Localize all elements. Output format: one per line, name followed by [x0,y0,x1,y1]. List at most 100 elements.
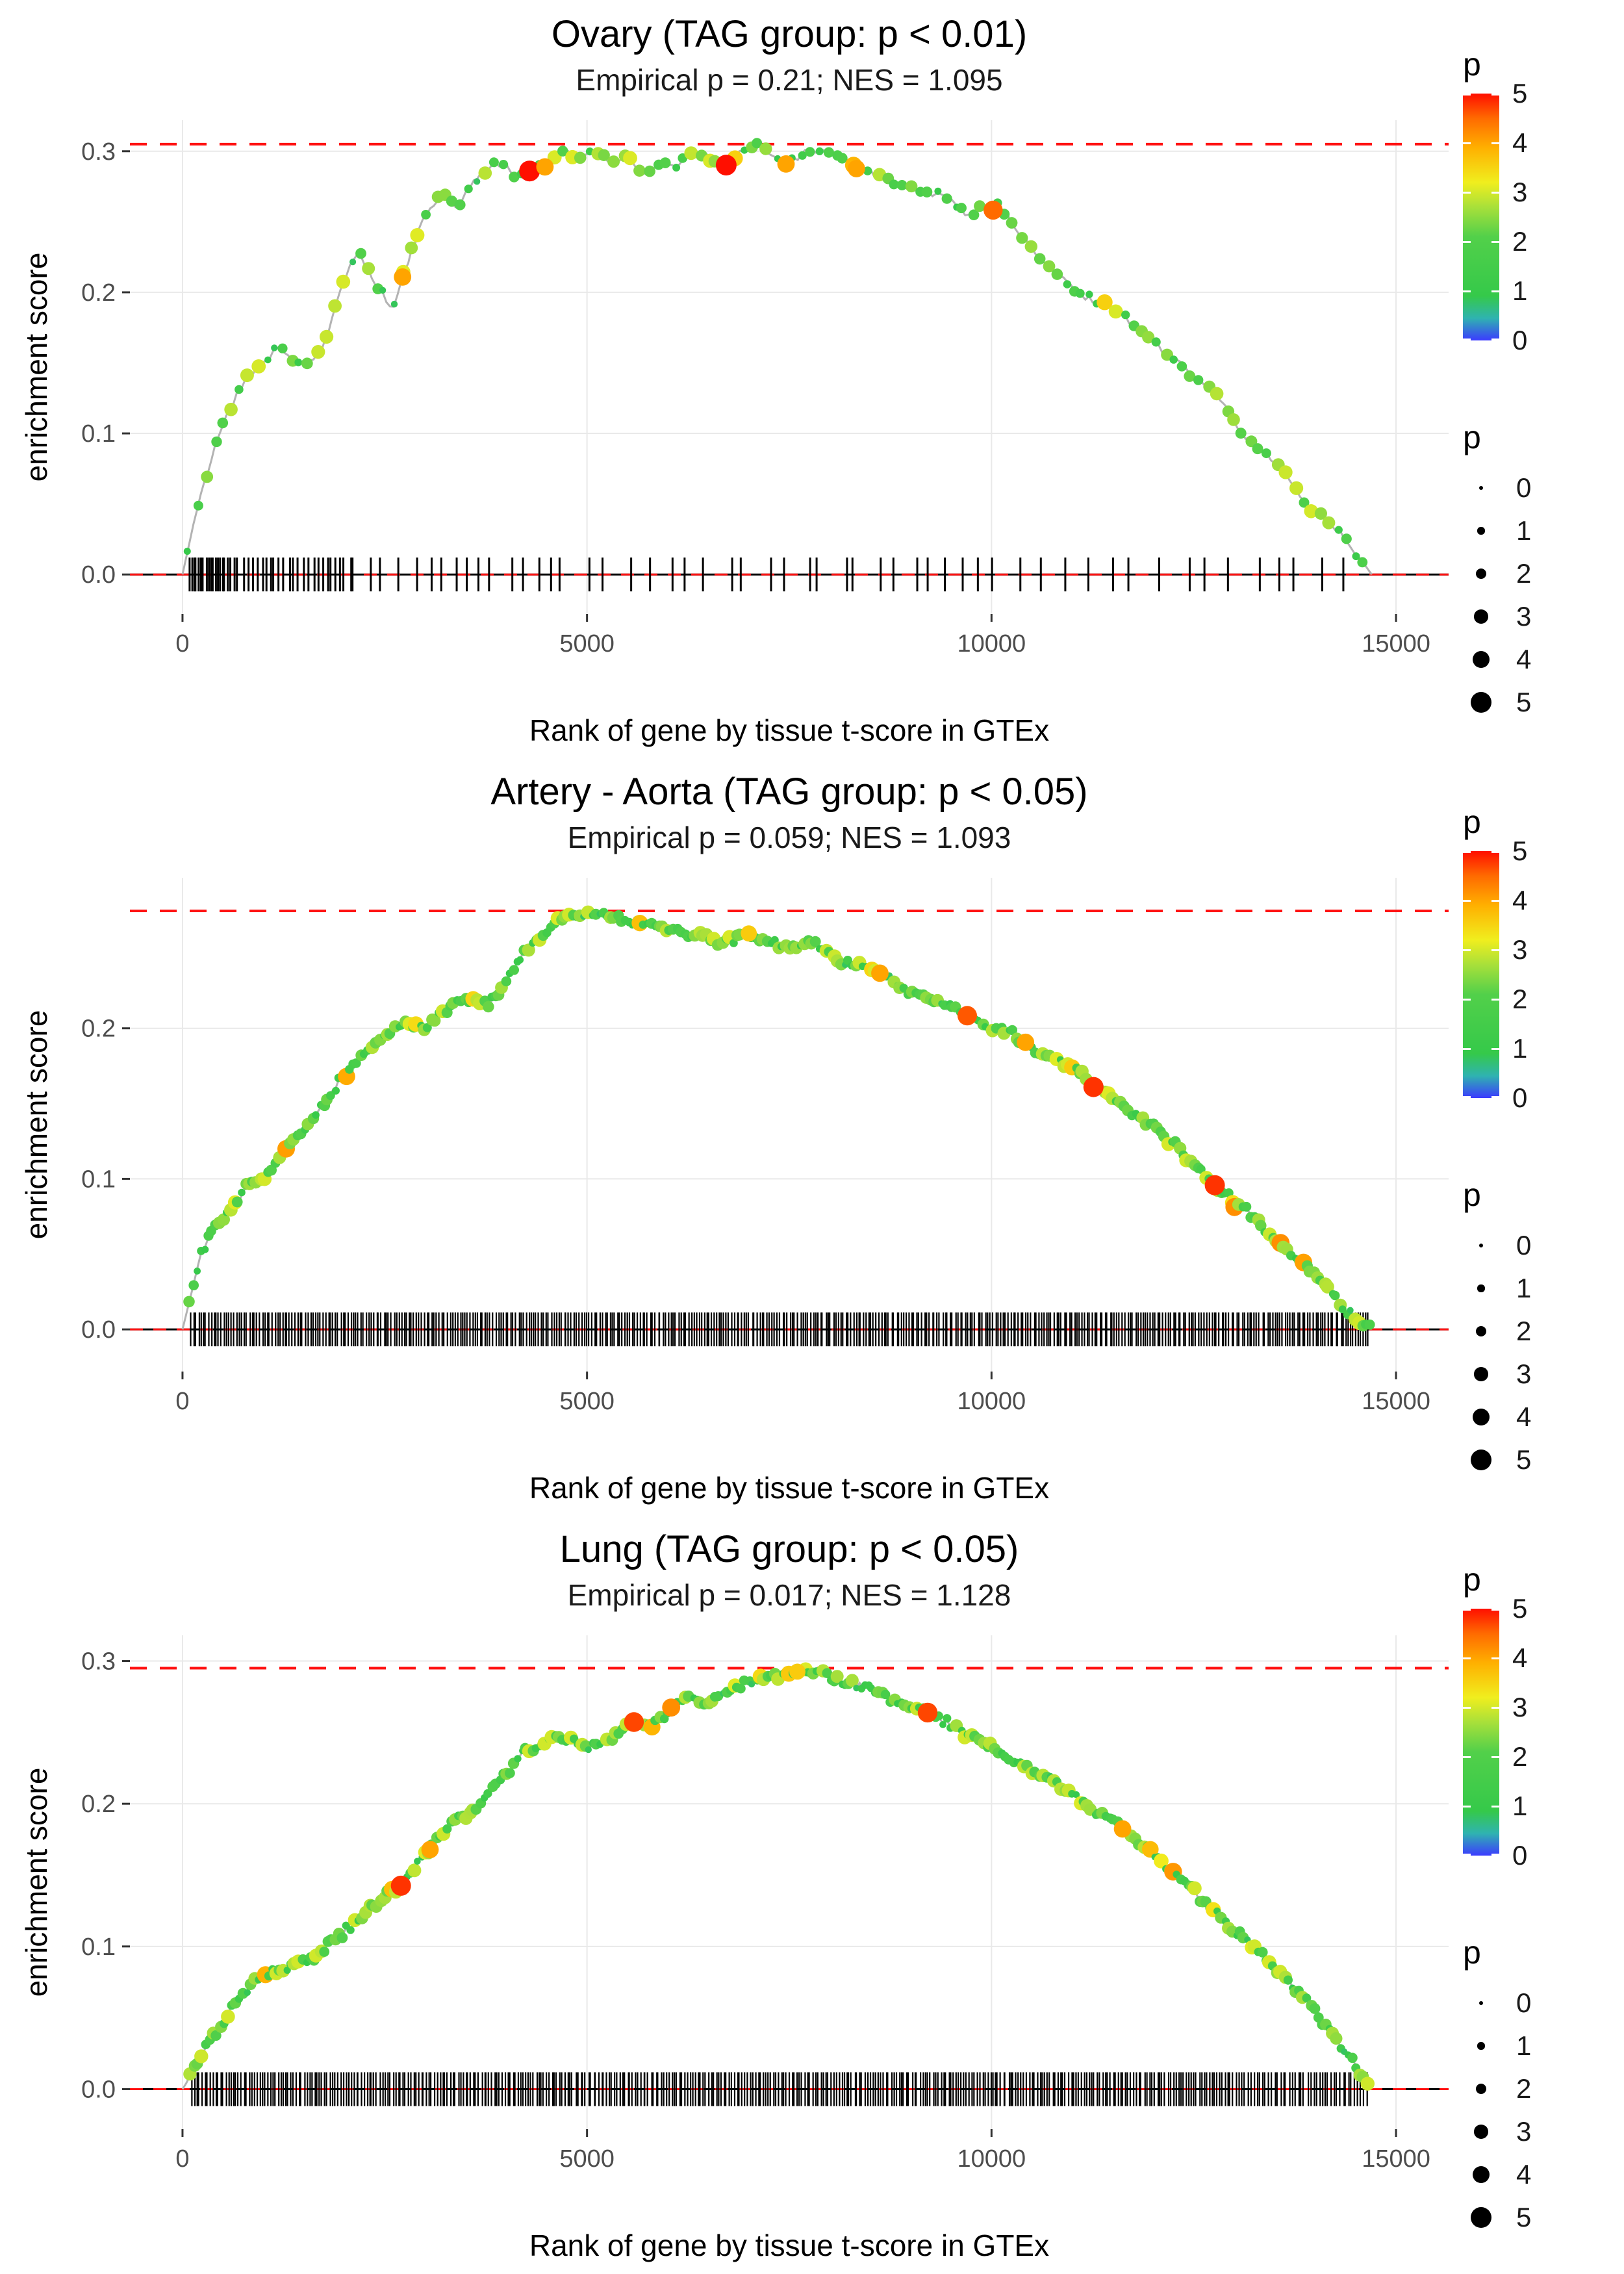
highlight-dot [789,1663,806,1680]
colorbar-tick [1463,1854,1471,1856]
size-legend-dot [1477,2042,1485,2050]
panel-title: Lung (TAG group: p < 0.05) [559,1528,1019,1570]
size-legend-row: 2 [1463,1310,1624,1353]
size-legend-row: 3 [1463,595,1624,638]
plot-column: Ovary (TAG group: p < 0.01) Empirical p … [0,0,1455,758]
highlight-dot [390,1875,411,1896]
size-legend-row: 2 [1463,2067,1624,2110]
colorbar-tick-label: 0 [1512,1840,1528,1871]
color-legend-title: p [1463,46,1481,83]
size-legend-dot [1475,1325,1487,1337]
color-legend: p 0 1 2 3 4 5 [1459,45,1624,355]
colorbar-tick [1463,851,1471,853]
size-legend-label: 4 [1516,2159,1532,2190]
p-colorbar [1463,1609,1499,1856]
colorbar-tick [1491,1096,1499,1098]
colorbar-tick [1463,949,1471,951]
colorbar-tick-label: 0 [1512,1082,1528,1113]
colorbar-tick-label: 5 [1512,836,1528,866]
y-tick-label: 0.1 [81,420,116,448]
color-legend-title: p [1463,1561,1481,1598]
colorbar-tick [1491,339,1499,340]
gsea-panel-ovary: Ovary (TAG group: p < 0.01) Empirical p … [0,0,1624,758]
enrichment-curve [181,1666,1373,2090]
size-legend-row: 0 [1463,466,1624,509]
legend-column: p 0 1 2 3 4 5 p 0 1 2 3 4 5 [1455,1515,1624,2273]
x-tick-label: 0 [175,2145,189,2173]
colorbar-tick-label: 4 [1512,127,1528,158]
x-tick-label: 10000 [958,630,1026,658]
colorbar-tick [1491,1854,1499,1856]
size-legend-label: 2 [1516,1316,1532,1346]
highlight-dot [421,1841,439,1858]
y-axis-label: enrichment score [19,1010,53,1240]
y-tick-label: 0.2 [81,279,116,307]
colorbar-tick [1491,899,1499,902]
colorbar-tick [1491,949,1499,951]
size-legend-dot [1472,1408,1490,1426]
highlight-dot [1083,1077,1104,1097]
panel-subtitle: Empirical p = 0.059; NES = 1.093 [567,820,1011,854]
legend-column: p 0 1 2 3 4 5 p 0 1 2 3 4 5 [1455,758,1624,1515]
colorbar-tick [1463,290,1471,292]
size-legend-label: 5 [1516,2202,1532,2232]
gene-dots [183,905,1375,1332]
colorbar-tick [1463,142,1471,144]
size-legend-label: 2 [1516,558,1532,589]
colorbar-tick [1491,142,1499,144]
color-legend-title: p [1463,804,1481,840]
colorbar-tick-label: 0 [1512,325,1528,355]
enrichment-plot-lung: 0 5000 10000 15000 0.0 0.1 0.2 0.3 [81,1635,1449,2173]
rug-marks [188,557,1345,591]
colorbar-tick [1491,240,1499,243]
y-tick-label: 0.2 [81,1015,116,1042]
highlight-dot [662,1698,681,1717]
size-legend-dot [1472,2165,1490,2184]
highlight-dot [519,160,540,181]
gene-dots [183,1662,1375,2091]
x-axis-label: Rank of gene by tissue t-score in GTEx [529,713,1050,747]
size-legend-title: p [1463,419,1481,455]
highlight-dot [848,159,865,177]
size-legend-dot [1471,1450,1491,1470]
colorbar-tick [1463,1047,1471,1050]
size-legend-rows: 0 1 2 3 4 5 [1463,466,1624,724]
size-legend-rows: 0 1 2 3 4 5 [1463,1224,1624,1481]
size-legend-rows: 0 1 2 3 4 5 [1463,1982,1624,2239]
highlight-dot [777,155,795,173]
colorbar-tick [1463,1805,1471,1808]
plot-column: Lung (TAG group: p < 0.05) Empirical p =… [0,1515,1455,2273]
colorbar-tick [1491,191,1499,194]
size-legend-label: 3 [1516,1359,1532,1389]
axis-ticks-and-labels: 0 5000 10000 15000 0.0 0.1 0.2 0.3 [81,138,1430,658]
colorbar-tick [1463,191,1471,194]
size-legend-dot [1471,2207,1491,2228]
enrichment-plot-ovary: 0 5000 10000 15000 0.0 0.1 0.2 0.3 [81,120,1449,658]
color-legend: p 0 1 2 3 4 5 [1459,1561,1624,1871]
x-tick-label: 5000 [559,2145,615,2173]
colorbar-wrap: 0 1 2 3 4 5 [1463,1593,1624,1871]
size-legend-label: 0 [1516,1230,1532,1260]
enrichment-curve [181,142,1373,575]
size-legend-row: 5 [1463,1438,1624,1481]
size-legend-row: 4 [1463,2153,1624,2196]
y-tick-label: 0.0 [81,561,116,589]
colorbar-tick [1491,1706,1499,1709]
x-tick-label: 10000 [958,2145,1026,2173]
size-legend-label: 3 [1516,2116,1532,2147]
x-tick-label: 15000 [1362,2145,1430,2173]
enrichment-plot-artery-aorta: 0 5000 10000 15000 0.0 0.1 0.2 [81,877,1449,1415]
gene-dots [183,138,1368,568]
colorbar-tick-label: 3 [1512,934,1528,965]
size-legend-label: 2 [1516,2073,1532,2104]
panel-title: Artery - Aorta (TAG group: p < 0.05) [490,771,1088,813]
colorbar-tick [1491,998,1499,1001]
gridlines [130,120,1449,614]
size-legend-dot [1475,2083,1487,2095]
size-legend-row: 0 [1463,1982,1624,2025]
y-tick-label: 0.0 [81,1316,116,1344]
size-legend-label: 5 [1516,687,1532,717]
colorbar-tick [1491,290,1499,292]
size-legend-row: 1 [1463,1267,1624,1310]
